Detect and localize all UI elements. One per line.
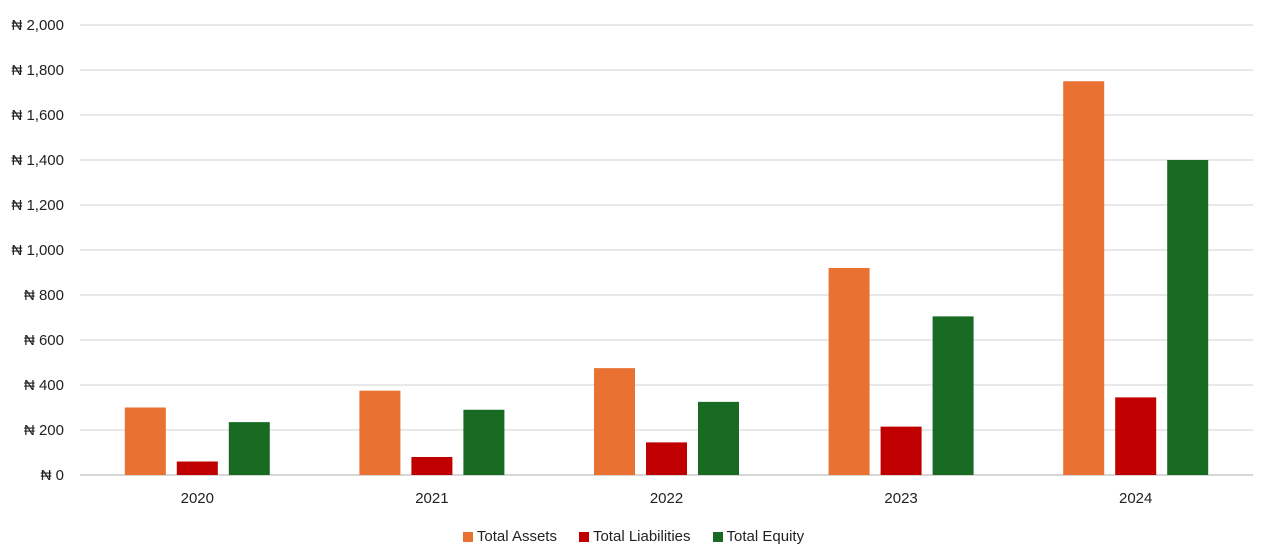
y-axis-tick-labels: ₦ 0 ₦ 200 ₦ 400 ₦ 600 ₦ 800 ₦ 1,000 ₦ 1,200 ₦ 1… xyxy=(11,17,64,484)
bar-total-liabilities-2024 xyxy=(1115,397,1157,475)
x-category-label: 2023 xyxy=(884,490,917,507)
bars xyxy=(124,81,1209,475)
bar-total-assets-2020 xyxy=(124,407,166,475)
x-category-label: 2020 xyxy=(181,490,214,507)
legend: Total Assets Total Liabilities Total Equ… xyxy=(0,528,1267,545)
x-category-label: 2022 xyxy=(650,490,683,507)
bar-total-liabilities-2022 xyxy=(646,442,687,475)
legend-label-total-liabilities: Total Liabilities xyxy=(592,528,691,545)
legend-swatch-total-assets xyxy=(462,531,473,542)
bar-total-assets-2021 xyxy=(359,390,401,475)
bar-total-equity-2022 xyxy=(698,401,739,475)
y-tick-label: ₦ 2,000 xyxy=(11,17,64,34)
bar-total-assets-2022 xyxy=(594,368,635,475)
y-tick-label: ₦ 600 xyxy=(24,332,64,349)
y-tick-label: ₦ 1,800 xyxy=(11,62,64,79)
bar-total-liabilities-2023 xyxy=(880,426,922,475)
bar-total-equity-2024 xyxy=(1167,160,1209,475)
x-category-label: 2024 xyxy=(1119,490,1152,507)
y-tick-label: ₦ 1,400 xyxy=(11,152,64,169)
y-tick-label: ₦ 800 xyxy=(24,287,64,304)
x-category-label: 2021 xyxy=(415,490,448,507)
bar-total-liabilities-2020 xyxy=(176,461,218,475)
legend-item-total-assets: Total Assets xyxy=(462,528,557,545)
legend-item-total-liabilities: Total Liabilities xyxy=(578,528,691,545)
bar-total-equity-2023 xyxy=(932,316,974,475)
bar-total-equity-2020 xyxy=(228,422,270,475)
gridlines xyxy=(80,24,1253,476)
y-tick-label: ₦ 1,600 xyxy=(11,107,64,124)
y-tick-label: ₦ 400 xyxy=(24,377,64,394)
legend-item-total-equity: Total Equity xyxy=(712,528,805,545)
legend-label-total-assets: Total Assets xyxy=(476,528,557,545)
bar-total-assets-2024 xyxy=(1063,81,1105,475)
legend-swatch-total-liabilities xyxy=(578,531,589,542)
y-tick-label: ₦ 1,000 xyxy=(11,242,64,259)
y-tick-label: ₦ 1,200 xyxy=(11,197,64,214)
bar-total-assets-2023 xyxy=(828,268,870,475)
bar-total-liabilities-2021 xyxy=(411,457,453,475)
legend-label-total-equity: Total Equity xyxy=(726,528,805,545)
y-tick-label: ₦ 200 xyxy=(24,422,64,439)
x-axis-category-labels: 2020 2021 2022 2023 2024 xyxy=(181,490,1153,507)
bar-total-equity-2021 xyxy=(463,409,505,475)
y-tick-label: ₦ 0 xyxy=(41,467,64,484)
legend-swatch-total-equity xyxy=(712,531,723,542)
